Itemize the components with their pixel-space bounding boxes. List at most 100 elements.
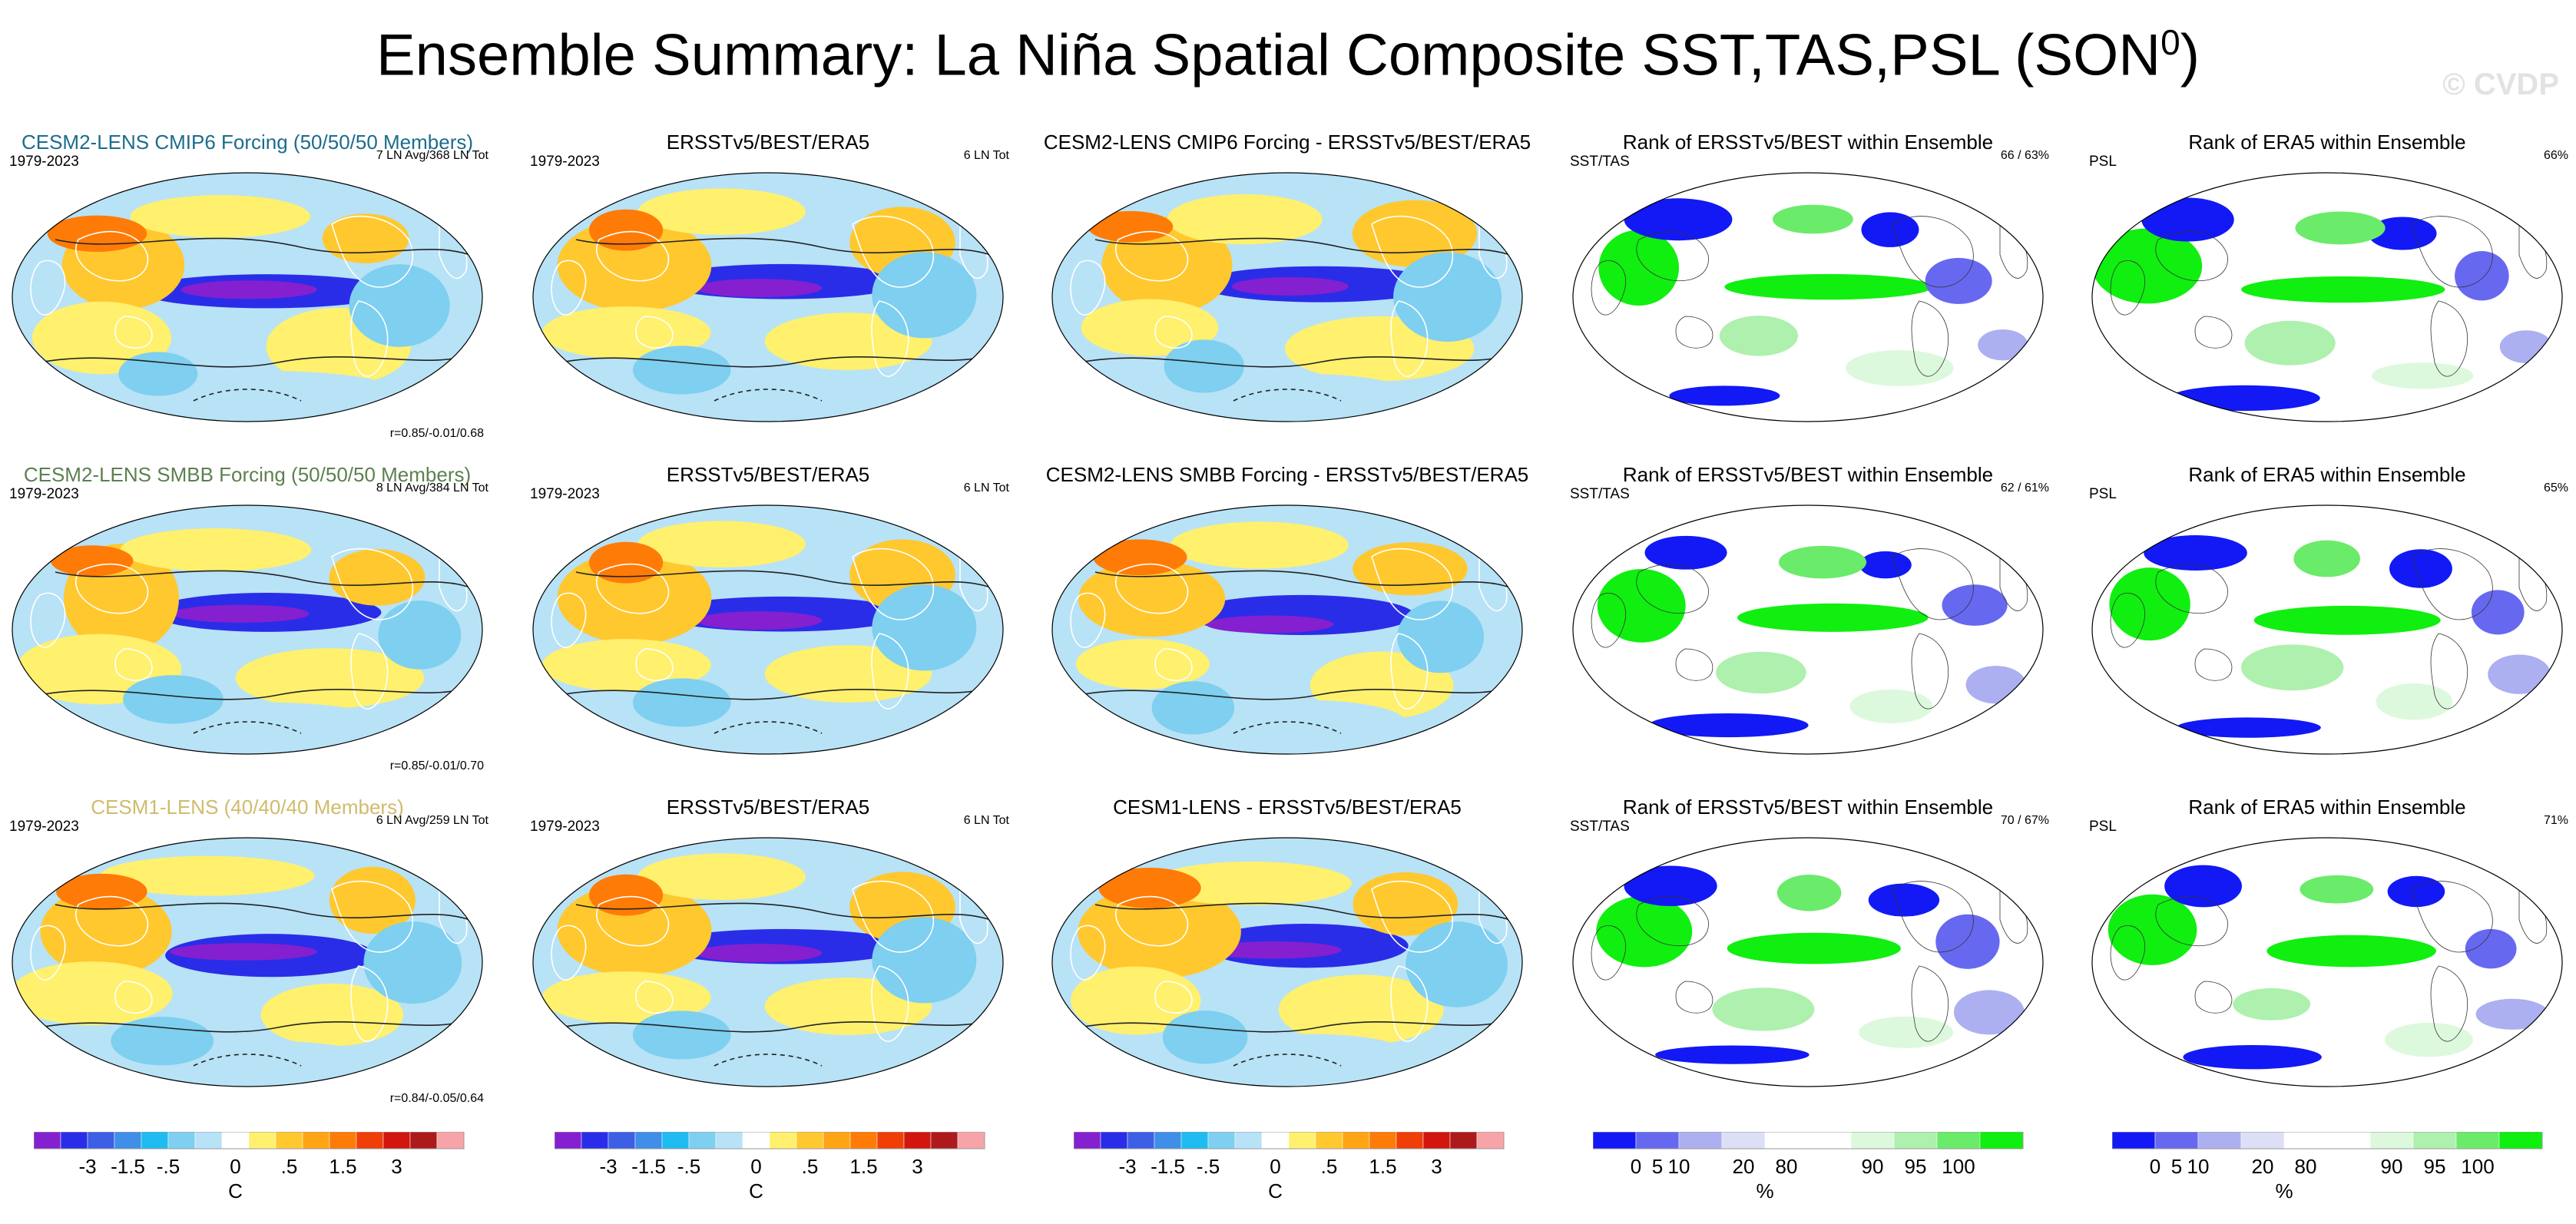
map-anomaly-region — [2488, 654, 2551, 694]
map-anomaly-region — [695, 279, 823, 298]
panel-count: 6 LN Tot — [963, 814, 1009, 827]
map-border — [2091, 837, 2563, 1087]
map-anomaly-region — [637, 188, 806, 236]
map-anomaly-region — [1098, 867, 1201, 908]
panel-variable: SST/TAS — [1570, 819, 1630, 835]
map-anomaly-region — [2169, 385, 2320, 412]
colorbar-temp-2: -3 -1.5 -.5 0 .5 1.5 3 C — [555, 1132, 1015, 1224]
colorbar-swatch — [1807, 1132, 1852, 1150]
panel-title: Rank of ERA5 within Ensemble — [2188, 463, 2466, 486]
map-anomaly-region — [872, 917, 977, 1004]
coastline — [1390, 633, 1429, 710]
colorbar-tick-label: .5 — [281, 1155, 298, 1178]
map-anomaly-region — [378, 600, 462, 670]
map-anomaly-region — [2475, 998, 2549, 1030]
map-anomaly-region — [1164, 339, 1244, 393]
panel-r2-diff: CESM2-LENS SMBB Forcing - ERSSTv5/BEST/E… — [1043, 463, 1531, 778]
coastline — [2194, 981, 2233, 1014]
map-anomaly-region — [872, 584, 977, 671]
map-anomaly-region — [1598, 230, 1680, 306]
colorbar-swatch — [930, 1132, 959, 1150]
colorbar-tick-label: -.5 — [157, 1155, 180, 1178]
coastline — [1115, 563, 1189, 614]
colorbar-swatch — [796, 1132, 824, 1150]
coastline — [551, 925, 587, 981]
colorbar-tick-label: -.5 — [677, 1155, 700, 1178]
map-anomaly-region — [2253, 605, 2441, 635]
colorbar-swatch — [87, 1132, 115, 1150]
colorbar-swatch — [382, 1132, 411, 1150]
colorbar-svg: 0 5 10 20 80 90 95 100% — [1593, 1132, 2024, 1202]
map-anomaly-region — [1081, 299, 1219, 356]
coastline — [331, 547, 414, 620]
colorbar-swatch — [823, 1132, 851, 1150]
colorbar-tick-label: 90 — [2381, 1155, 2403, 1178]
map-anomaly-region — [1716, 651, 1806, 694]
psl-contour — [193, 1054, 302, 1067]
map-anomaly-region — [541, 971, 711, 1024]
colorbar-units: C — [1268, 1179, 1283, 1202]
psl-contour — [55, 237, 471, 256]
colorbar-temp-3: -3 -1.5 -.5 0 .5 1.5 3 C — [1074, 1132, 1535, 1224]
map-anomaly-region — [2176, 717, 2321, 738]
panel-count: 6 LN Tot — [963, 149, 1009, 162]
coastline — [1154, 981, 1193, 1014]
map-anomaly-region — [1170, 521, 1349, 569]
map-anomaly-region — [1655, 1045, 1809, 1064]
panel-r1-diff: CESM2-LENS CMIP6 Forcing - ERSSTv5/BEST/… — [1043, 131, 1531, 445]
map-anomaly-region — [872, 252, 977, 339]
coastline — [30, 260, 66, 316]
coastline — [871, 965, 909, 1042]
psl-contour — [714, 721, 823, 734]
colorbar-swatch — [957, 1132, 985, 1150]
panel-title: ERSSTv5/BEST/ERA5 — [666, 463, 870, 486]
map-anomaly-region — [1197, 373, 1408, 414]
map-anomaly-region — [2384, 1022, 2473, 1057]
map-anomaly-region — [1406, 921, 1508, 1007]
colorbar-swatch — [715, 1132, 743, 1150]
map-border — [532, 172, 1004, 422]
coastline — [2411, 881, 2493, 953]
panel-title: Rank of ERA5 within Ensemble — [2188, 796, 2466, 819]
panel-title: Rank of ERSSTv5/BEST within Ensemble — [1622, 463, 1994, 486]
colorbar-swatch — [194, 1132, 223, 1150]
coastline — [1070, 925, 1106, 981]
coastline — [1892, 216, 1974, 288]
map-anomaly-region — [2368, 217, 2437, 250]
map-anomaly-region — [2183, 1044, 2322, 1070]
map-anomaly-region — [1861, 212, 1919, 247]
panel-period: 1979-2023 — [9, 154, 79, 170]
map-anomaly-region — [1724, 273, 1933, 300]
coastline — [2411, 216, 2493, 288]
panel-count: 7 LN Avg/368 LN Tot — [376, 149, 488, 162]
colorbar-swatch — [2283, 1132, 2328, 1150]
map-anomaly-region — [329, 866, 416, 935]
coastline — [2194, 648, 2233, 681]
psl-contour — [575, 237, 992, 256]
colorbar-tick-label: 5 — [1652, 1155, 1663, 1178]
globe-map — [1051, 837, 1523, 1087]
panel-r3-obs: ERSSTv5/BEST/ERA5 1979-2023 6 LN Tot — [524, 796, 1012, 1110]
coastline — [2155, 896, 2228, 946]
colorbar-swatch — [221, 1132, 250, 1150]
globe-map — [532, 504, 1004, 755]
psl-contour — [39, 354, 471, 368]
map-border — [12, 504, 483, 755]
map-anomaly-region — [2300, 875, 2374, 904]
colorbar-tick-label: -3 — [78, 1155, 96, 1178]
map-anomaly-region — [1849, 689, 1933, 723]
panel-period: 1979-2023 — [530, 486, 600, 502]
panel-title: CESM1-LENS (40/40/40 Members) — [91, 796, 404, 819]
map-anomaly-region — [1644, 535, 1727, 570]
colorbar-swatch — [1449, 1132, 1478, 1150]
coastline — [635, 316, 674, 349]
map-anomaly-region — [161, 1040, 378, 1084]
map-anomaly-region — [1859, 551, 1912, 579]
map-anomaly-region — [1150, 862, 1353, 905]
colorbar-frame — [555, 1132, 985, 1150]
colorbar-tick-label: -1.5 — [1151, 1155, 1185, 1178]
panel-title: Rank of ERSSTv5/BEST within Ensemble — [1622, 131, 1994, 154]
map-anomaly-region — [2240, 644, 2344, 691]
coastline — [30, 592, 66, 648]
coastline — [350, 965, 389, 1042]
